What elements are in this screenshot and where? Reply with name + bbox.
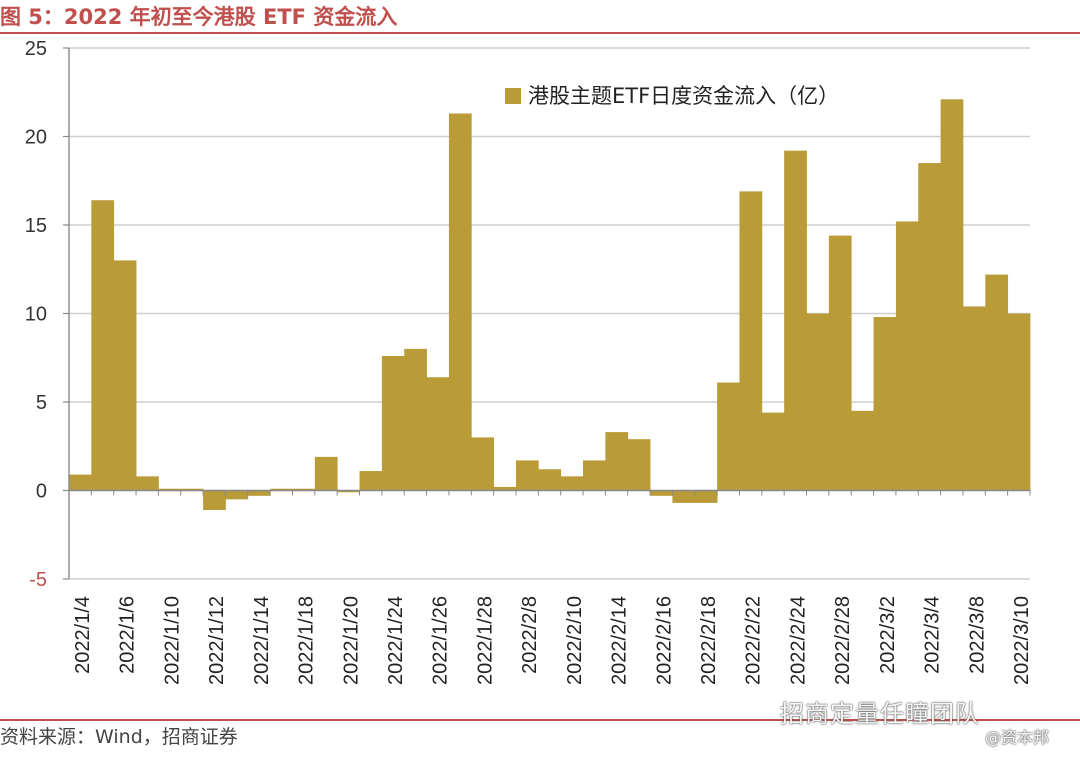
bar [962, 306, 986, 491]
bar [136, 476, 159, 491]
x-tick-label: 2022/3/2 [877, 596, 899, 674]
x-tick-label: 2022/2/10 [564, 596, 586, 685]
bar [337, 490, 360, 493]
bar [694, 490, 718, 503]
bar [359, 471, 383, 491]
bar [717, 382, 740, 491]
legend-swatch [505, 88, 521, 104]
bar [493, 486, 517, 491]
bar [381, 355, 405, 491]
axes [63, 47, 1031, 580]
y-tick-label: 20 [25, 127, 47, 149]
bar [672, 490, 696, 503]
x-tick-label: 2022/2/28 [832, 596, 854, 685]
bar [583, 460, 606, 491]
bar [806, 313, 830, 491]
x-tick-label: 2022/2/14 [609, 596, 631, 685]
x-tick-label: 2022/1/18 [296, 596, 318, 685]
bar [270, 488, 293, 491]
bar-series [69, 99, 1031, 510]
x-tick-label: 2022/3/10 [1011, 596, 1033, 685]
bar [560, 476, 584, 491]
footer-rule [0, 719, 1080, 721]
x-tick-label: 2022/2/8 [519, 596, 541, 674]
x-tick-label: 2022/2/22 [743, 596, 765, 685]
bar [605, 432, 629, 491]
x-tick-label: 2022/3/4 [922, 596, 944, 674]
x-tick-label: 2022/1/6 [117, 596, 139, 674]
bar [873, 317, 897, 491]
bar [1007, 313, 1031, 491]
x-tick-label: 2022/1/10 [161, 596, 183, 685]
bar [650, 490, 673, 496]
x-tick-label: 2022/3/8 [966, 596, 988, 674]
y-tick-label: -5 [29, 569, 47, 591]
title-rule [0, 32, 1080, 34]
x-tick-label: 2022/1/4 [72, 596, 94, 674]
bar [538, 469, 562, 491]
bar [627, 439, 651, 491]
bar [404, 348, 427, 491]
watermark-handle: @资本邦 [985, 728, 1050, 747]
bar [918, 163, 942, 491]
bar [158, 488, 182, 491]
bar [739, 191, 763, 491]
bar [828, 235, 852, 491]
y-tick-label: 25 [25, 38, 47, 60]
bar [761, 412, 785, 491]
y-tick-labels: -5 0 5 10 15 20 25 [25, 38, 47, 591]
grid-lines [69, 47, 1030, 580]
y-tick-label: 10 [25, 304, 47, 326]
bar [940, 99, 964, 491]
source-note: 资料来源：Wind，招商证券 [0, 726, 238, 748]
x-tick-label: 2022/2/24 [787, 596, 809, 685]
bar [314, 456, 338, 491]
figure-title: 图 5：2022 年初至今港股 ETF 资金流入 [0, 5, 398, 29]
bar [180, 488, 204, 491]
bar [895, 221, 919, 491]
x-tick-label: 2022/2/18 [698, 596, 720, 685]
x-tick-label: 2022/2/16 [653, 596, 675, 685]
bar [471, 437, 495, 491]
y-tick-label: 15 [25, 215, 47, 237]
legend: 港股主题ETF日度资金流入（亿） [505, 84, 839, 108]
x-tick-label: 2022/1/20 [340, 596, 362, 685]
bar [69, 474, 92, 491]
bar [203, 490, 226, 510]
watermark-text: 招商定量任瞳团队 [780, 700, 980, 728]
y-tick-label: 5 [36, 392, 47, 414]
legend-label: 港股主题ETF日度资金流入（亿） [528, 84, 839, 108]
x-tick-label: 2022/1/14 [251, 596, 273, 685]
bar [292, 488, 316, 491]
bar [784, 150, 807, 491]
x-tick-label: 2022/1/26 [430, 596, 452, 685]
x-tick-labels: 2022/1/4 2022/1/6 2022/1/10 2022/1/12 2022/1… [72, 596, 1033, 685]
bar [851, 410, 874, 491]
bar [113, 260, 137, 491]
bar [426, 377, 450, 491]
bar [515, 460, 539, 491]
y-tick-label: 0 [36, 481, 47, 503]
bar [985, 274, 1009, 491]
bar [448, 113, 472, 491]
x-tick-label: 2022/1/24 [385, 596, 407, 685]
bar [225, 490, 249, 500]
x-tick-label: 2022/1/28 [474, 596, 496, 685]
bar [247, 490, 271, 496]
bar [91, 200, 115, 491]
x-tick-label: 2022/1/12 [206, 596, 228, 685]
